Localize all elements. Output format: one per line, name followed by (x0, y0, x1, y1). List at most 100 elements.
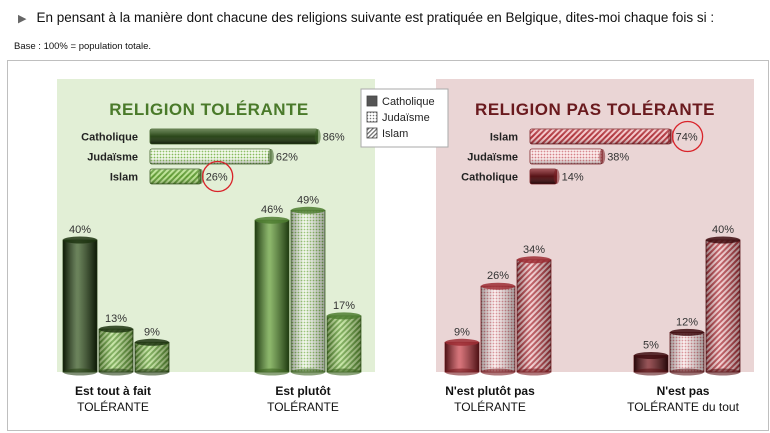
question-label: En pensant à la manière dont chacune des… (36, 10, 715, 25)
vbar-n-est-plutot-pas-judaisme-base (481, 368, 515, 376)
title-religion-tolerante: RELIGION TOLÉRANTE (109, 100, 308, 119)
vbar-n-est-plutot-pas-islam-cap (517, 256, 551, 264)
vbar-n-est-pas-catholique-base (634, 368, 668, 376)
vbar-est-tout-a-fait-islam-value: 9% (144, 326, 160, 338)
category-label-est-tout-a-fait-line1: Est tout à fait (75, 384, 151, 398)
hbar-cap-left-catholique (314, 129, 321, 144)
vbar-n-est-plutot-pas-judaisme-shade (481, 286, 515, 372)
title-religion-pas-tolerante: RELIGION PAS TOLÉRANTE (475, 100, 715, 119)
category-label-est-tout-a-fait-line2: TOLÉRANTE (77, 399, 149, 414)
vbar-n-est-pas-islam-value: 40% (712, 224, 734, 236)
hbar-value-left-judaisme: 62% (276, 152, 298, 164)
hbar-value-left-islam: 26% (206, 172, 228, 184)
vbar-n-est-pas-islam-base (706, 368, 740, 376)
legend-label-judaisme: Judaïsme (382, 112, 430, 124)
vbar-est-plutot-judaisme-shade (291, 210, 325, 372)
highlight-circle-right (671, 120, 704, 153)
category-label-n-est-plutot-pas-line2: TOLÉRANTE (454, 399, 526, 414)
hbar-value-right-judaisme: 38% (607, 152, 629, 164)
hbar-cap-left-judaisme (267, 149, 274, 164)
vbar-est-plutot-judaisme-base (291, 368, 325, 376)
hbar-value-right-islam: 74% (676, 132, 698, 144)
vbar-group: 40% 13% 9% 46% 49% 17% 9% 26% 34% 5% 12% 40% (62, 194, 741, 376)
category-label-est-plutot-line2: TOLÉRANTE (267, 399, 339, 414)
vbar-est-plutot-catholique-base (255, 368, 289, 376)
hbar-label-left-catholique: Catholique (81, 132, 138, 144)
legend-swatch-judaisme (366, 111, 378, 123)
vbar-n-est-plutot-pas-islam-value: 34% (523, 244, 545, 256)
hbar-group-tolerante: Catholique 86% Judaïsme 62% Islam 26% (81, 128, 345, 193)
vbar-est-tout-a-fait-judaisme-shade (99, 329, 133, 372)
category-label-est-plutot-line1: Est plutôt (275, 384, 330, 398)
highlight-circle-left (202, 160, 234, 193)
hbar-group-pas-tolerante: Islam 74% Judaïsme 38% Catholique 14% (461, 120, 704, 185)
legend-swatch-islam (366, 127, 378, 139)
vbar-est-tout-a-fait-judaisme-base (99, 368, 133, 376)
vbar-est-tout-a-fait-catholique-cap (63, 236, 97, 244)
vbar-n-est-pas-catholique-shade (634, 355, 668, 372)
vbar-n-est-pas-catholique-cap (634, 352, 668, 359)
hbar-label-left-islam: Islam (110, 172, 138, 184)
question-text: ▶ En pensant à la manière dont chacune de… (18, 10, 714, 25)
vbar-est-plutot-catholique-cap (255, 216, 289, 224)
vbar-est-tout-a-fait-catholique-shade (63, 240, 97, 372)
vbar-est-tout-a-fait-islam-cap (135, 338, 169, 346)
legend-swatch-catholique (366, 95, 378, 107)
vbar-est-tout-a-fait-islam-shade (135, 342, 169, 372)
vbar-est-plutot-judaisme-value: 49% (297, 194, 319, 206)
legend-label-islam: Islam (382, 128, 408, 140)
vbar-est-plutot-catholique-value: 46% (261, 204, 283, 216)
vbar-est-tout-a-fait-catholique-base (63, 368, 97, 376)
hbar-shade-right-islam (530, 129, 671, 144)
base-note: Base : 100% = population totale. (14, 41, 152, 52)
category-label-n-est-pas-line2: TOLÉRANTE du tout (627, 399, 739, 414)
vbar-est-tout-a-fait-judaisme-value: 13% (105, 313, 127, 325)
vbar-n-est-plutot-pas-catholique-shade (445, 342, 479, 372)
vbar-n-est-plutot-pas-catholique-base (445, 368, 479, 376)
vbar-n-est-plutot-pas-catholique-cap (445, 338, 479, 346)
vbar-n-est-pas-islam-shade (706, 240, 740, 372)
vbar-est-plutot-islam-cap (327, 312, 361, 320)
vbar-n-est-pas-islam-cap (706, 236, 740, 244)
hbar-label-right-islam: Islam (490, 132, 518, 144)
vbar-n-est-pas-judaisme-cap (670, 328, 704, 336)
legend-label-catholique: Catholique (382, 96, 435, 108)
vbar-n-est-plutot-pas-judaisme-cap (481, 282, 515, 290)
vbar-n-est-pas-judaisme-shade (670, 332, 704, 372)
vbar-n-est-plutot-pas-islam-shade (517, 259, 551, 372)
category-label-n-est-pas-line1: N'est pas (657, 384, 710, 398)
hbar-cap-right-islam (667, 129, 674, 144)
vbar-est-tout-a-fait-catholique-value: 40% (69, 224, 91, 236)
hbar-value-left-catholique: 86% (323, 132, 345, 144)
vbar-est-plutot-islam-value: 17% (333, 300, 355, 312)
hbar-label-right-catholique: Catholique (461, 172, 518, 184)
vbar-est-tout-a-fait-judaisme-cap (99, 325, 133, 333)
hbar-shade-right-catholique (530, 169, 557, 184)
vbar-n-est-pas-judaisme-base (670, 368, 704, 376)
vbar-est-plutot-judaisme-cap (291, 206, 325, 214)
vbar-est-tout-a-fait-islam-base (135, 368, 169, 376)
vbar-n-est-plutot-pas-judaisme-value: 26% (487, 270, 509, 282)
vbar-n-est-pas-judaisme-value: 12% (676, 316, 698, 328)
vbar-est-plutot-islam-shade (327, 315, 361, 372)
category-label-n-est-plutot-pas-line1: N'est plutôt pas (445, 384, 535, 398)
hbar-shade-left-judaisme (150, 149, 271, 164)
hbar-cap-left-islam (197, 169, 204, 184)
legend: Catholique Judaïsme Islam (360, 88, 449, 148)
vbar-n-est-pas-catholique-value: 5% (643, 340, 659, 352)
hbar-label-left-judaisme: Judaïsme (87, 152, 138, 164)
hbar-label-right-judaisme: Judaïsme (467, 152, 518, 164)
vbar-est-plutot-catholique-shade (255, 220, 289, 372)
bullet-triangle-icon: ▶ (18, 13, 27, 25)
hbar-value-right-catholique: 14% (562, 172, 584, 184)
hbar-cap-right-judaisme (599, 149, 606, 164)
hbar-shade-right-judaisme (530, 149, 603, 164)
vbar-est-plutot-islam-base (327, 368, 361, 376)
vbar-n-est-plutot-pas-catholique-value: 9% (454, 326, 470, 338)
hbar-shade-left-islam (150, 169, 201, 184)
vbar-n-est-plutot-pas-islam-base (517, 368, 551, 376)
hbar-shade-left-catholique (150, 129, 318, 144)
hbar-cap-right-catholique (553, 169, 560, 184)
